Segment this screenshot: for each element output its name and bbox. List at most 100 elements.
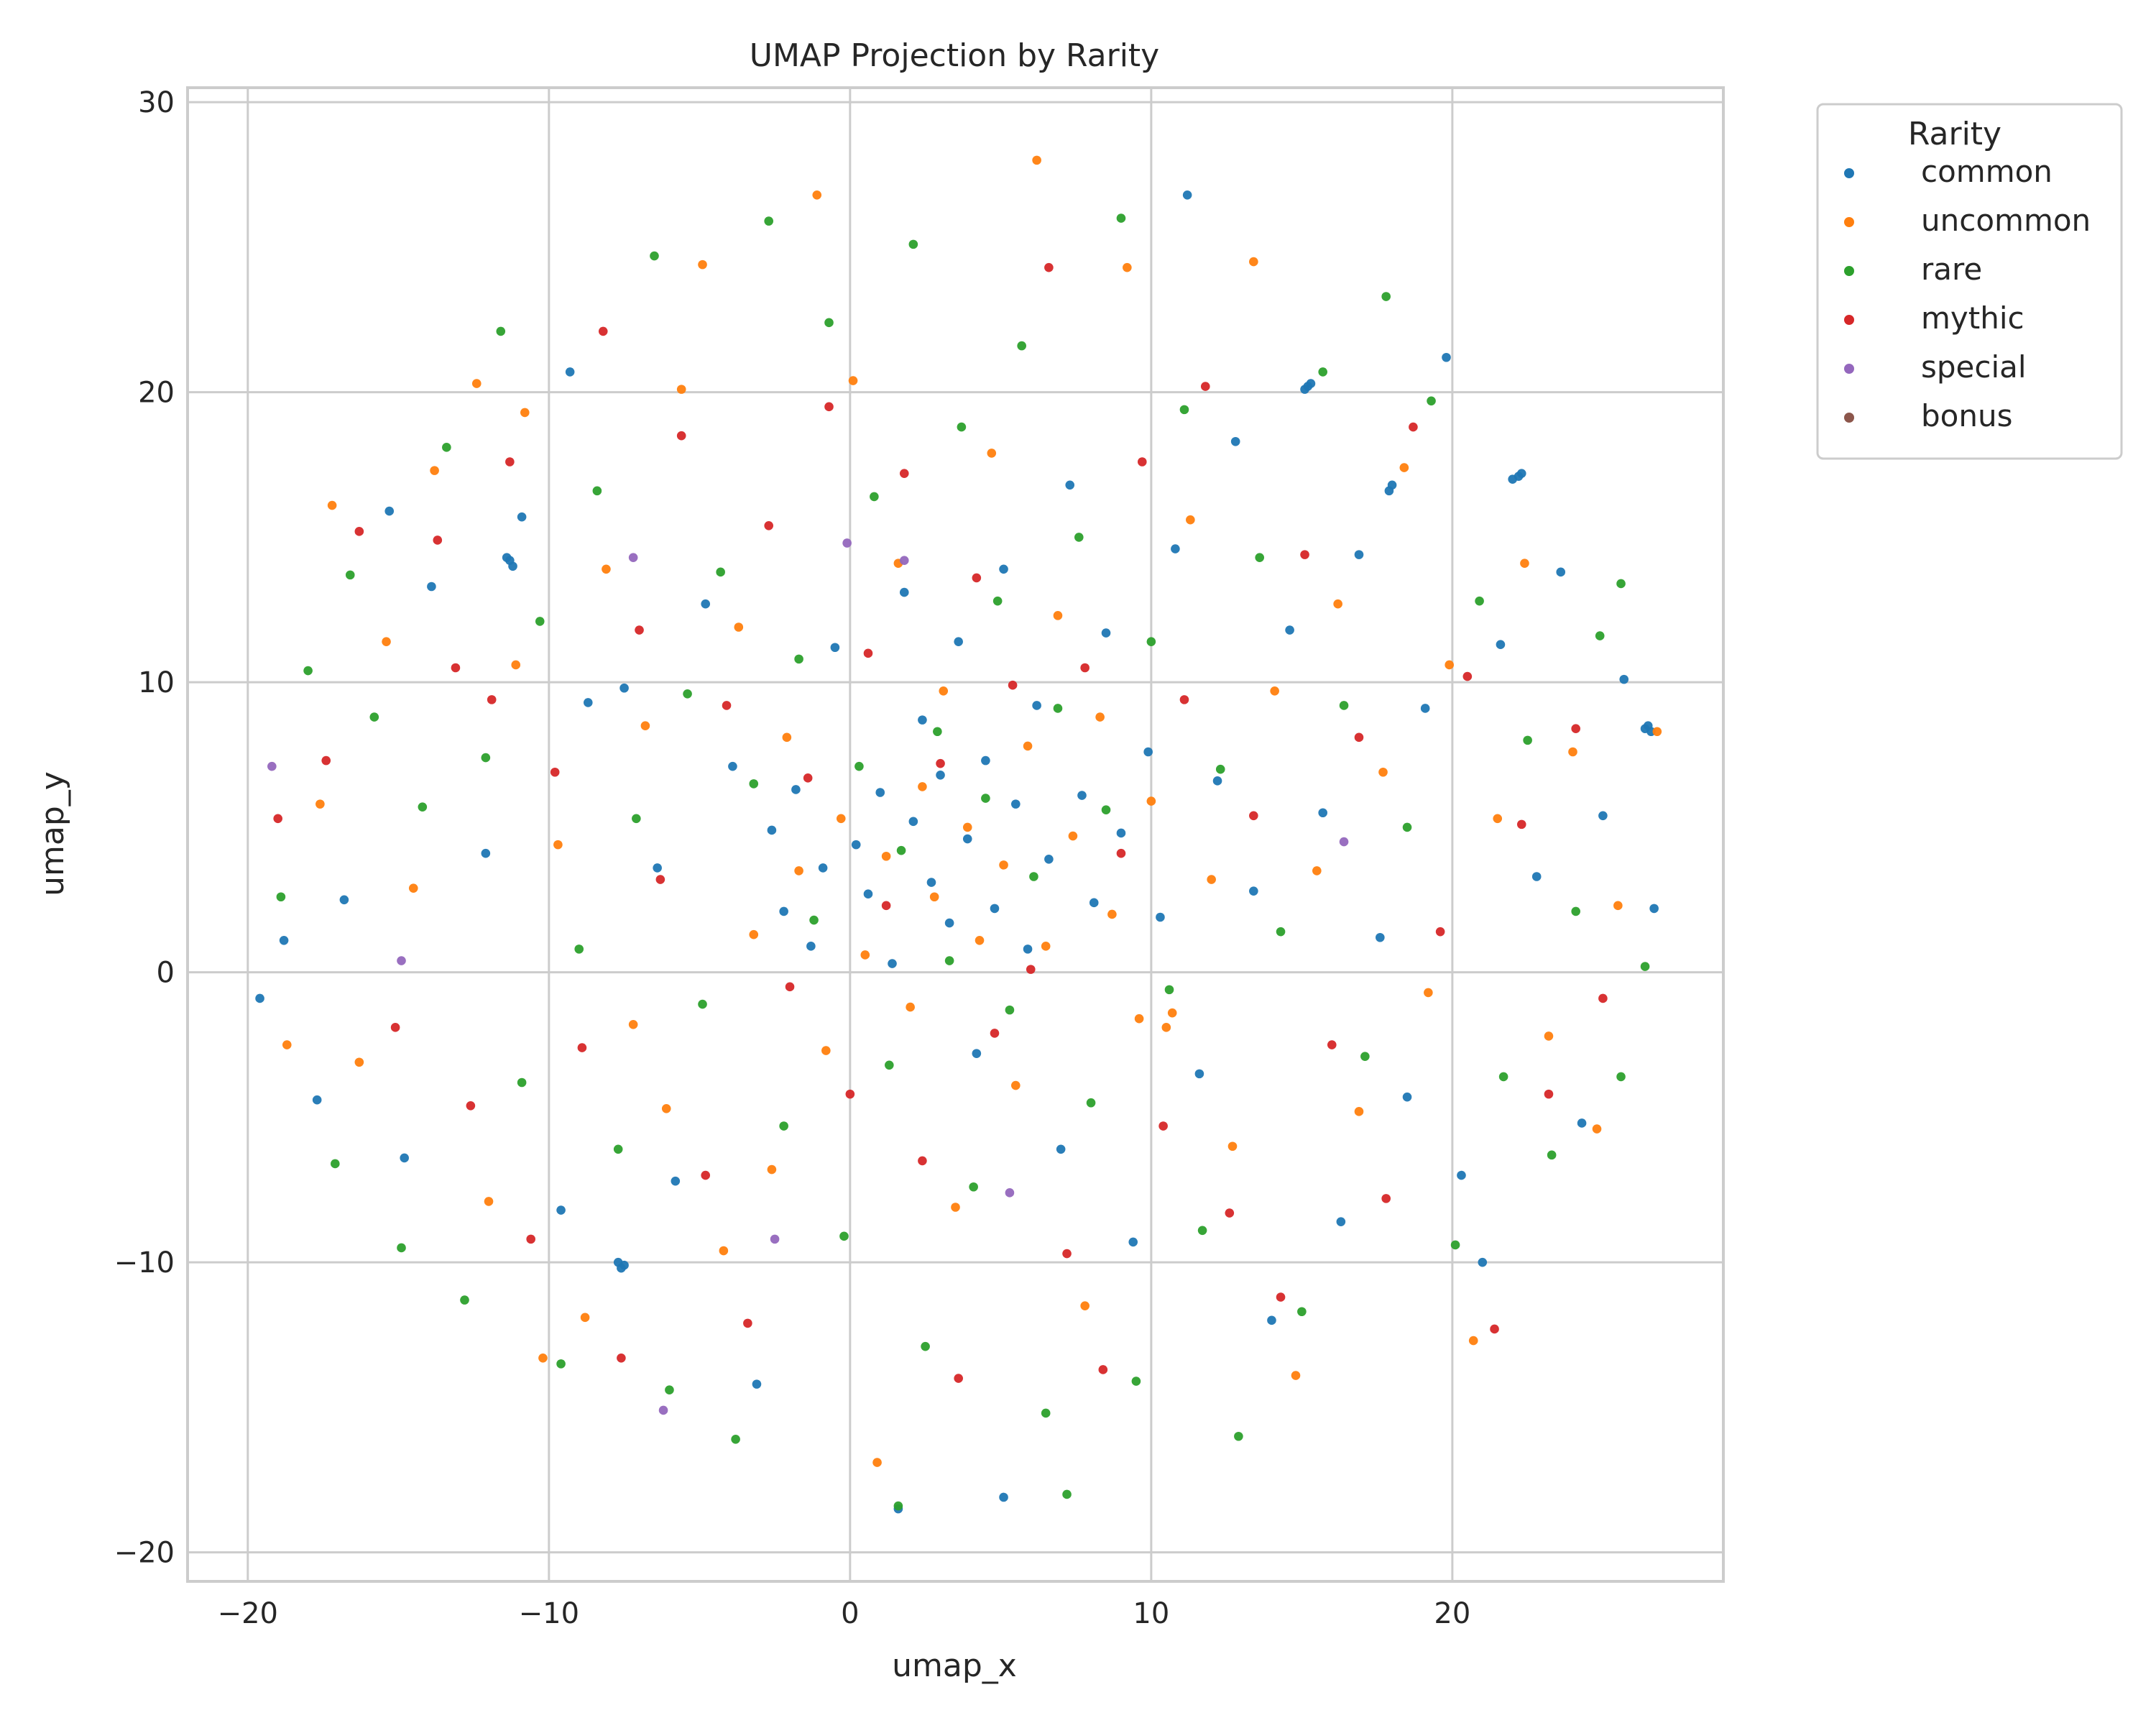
- data-point-common: [1442, 352, 1451, 362]
- data-point-common: [339, 895, 349, 905]
- data-point-rare: [1571, 906, 1580, 916]
- data-point-uncommon: [602, 564, 611, 574]
- data-point-rare: [535, 617, 545, 626]
- data-point-rare: [779, 1121, 788, 1131]
- data-point-uncommon: [1249, 257, 1258, 267]
- data-point-mythic: [1080, 663, 1089, 673]
- data-point-rare: [613, 1144, 623, 1154]
- data-point-common: [1402, 1092, 1412, 1102]
- data-point-uncommon: [906, 1002, 915, 1012]
- data-point-common: [617, 1263, 626, 1273]
- data-point-mythic: [1409, 422, 1418, 432]
- data-point-common: [508, 561, 517, 571]
- data-point-common: [1478, 1257, 1488, 1267]
- data-point-rare: [345, 570, 355, 580]
- data-point-rare: [1005, 1005, 1015, 1015]
- legend-marker-common: [1844, 168, 1854, 178]
- data-point-mythic: [354, 527, 364, 536]
- series-rare: [276, 213, 1650, 1511]
- data-point-common: [1023, 945, 1033, 954]
- data-point-uncommon: [1493, 814, 1503, 824]
- legend-marker-mythic: [1844, 315, 1854, 325]
- data-point-rare: [481, 753, 491, 763]
- data-point-rare: [1074, 533, 1084, 542]
- grid-layer: [188, 88, 1723, 1581]
- legend-label-common: common: [1921, 154, 2053, 189]
- data-point-rare: [1041, 1408, 1051, 1418]
- data-point-uncommon: [520, 408, 530, 418]
- data-point-rare: [1547, 1150, 1557, 1160]
- data-point-mythic: [1571, 724, 1580, 734]
- data-point-rare: [992, 596, 1003, 606]
- legend-label-uncommon: uncommon: [1921, 203, 2091, 238]
- data-point-common: [1508, 474, 1517, 484]
- data-point-mythic: [1300, 550, 1309, 559]
- data-point-common: [1171, 544, 1180, 553]
- data-point-special: [397, 956, 406, 965]
- data-point-common: [279, 935, 289, 945]
- data-point-uncommon: [1354, 1107, 1364, 1116]
- data-point-uncommon: [698, 259, 707, 270]
- data-point-mythic: [743, 1318, 752, 1328]
- data-point-uncommon: [929, 892, 939, 902]
- data-point-common: [619, 683, 629, 693]
- y-tick-label: −20: [114, 1537, 175, 1570]
- data-point-uncommon: [628, 1019, 638, 1029]
- data-point-uncommon: [1146, 796, 1156, 806]
- data-point-rare: [517, 1077, 527, 1088]
- data-point-special: [1339, 837, 1349, 847]
- data-point-uncommon: [1378, 767, 1388, 777]
- data-point-mythic: [635, 625, 644, 635]
- data-point-uncommon: [1123, 262, 1132, 272]
- legend-items: common uncommon rare mythic special bonus: [1844, 154, 2091, 433]
- data-point-uncommon: [821, 1046, 831, 1055]
- data-point-rare: [574, 945, 584, 954]
- data-point-uncommon: [1544, 1031, 1554, 1041]
- data-point-rare: [683, 689, 692, 699]
- data-point-common: [1065, 480, 1075, 490]
- data-point-common: [990, 904, 1000, 914]
- data-point-common: [1306, 379, 1316, 388]
- data-point-mythic: [845, 1089, 855, 1099]
- data-point-common: [1182, 190, 1192, 200]
- data-point-special: [899, 556, 909, 565]
- data-point-rare: [1029, 872, 1038, 881]
- legend-marker-rare: [1844, 266, 1854, 276]
- data-point-common: [1032, 701, 1041, 710]
- data-point-uncommon: [719, 1246, 729, 1256]
- data-point-common: [1420, 704, 1430, 713]
- data-point-common: [565, 367, 575, 377]
- data-point-uncommon: [1134, 1014, 1144, 1024]
- data-point-mythic: [863, 648, 873, 658]
- data-point-rare: [1234, 1431, 1243, 1441]
- data-point-mythic: [1381, 1194, 1391, 1203]
- y-axis-label: umap_y: [34, 771, 71, 896]
- data-point-mythic: [1098, 1365, 1108, 1374]
- data-point-mythic: [433, 536, 443, 545]
- data-point-common: [1598, 811, 1608, 821]
- data-point-mythic: [954, 1374, 963, 1383]
- data-point-common: [1077, 791, 1087, 800]
- series-common: [255, 190, 1659, 1514]
- data-point-common: [936, 770, 945, 780]
- data-point-rare: [933, 727, 942, 737]
- data-point-rare: [1402, 822, 1412, 832]
- data-point-uncommon: [580, 1313, 590, 1323]
- data-point-rare: [1086, 1098, 1096, 1108]
- data-point-rare: [839, 1231, 849, 1241]
- x-tick-label: 10: [1133, 1597, 1169, 1630]
- data-point-mythic: [1544, 1089, 1554, 1099]
- data-point-special: [770, 1234, 780, 1244]
- chart-title: UMAP Projection by Rarity: [750, 37, 1159, 74]
- data-point-uncommon: [1291, 1371, 1301, 1380]
- y-tick-label: 0: [157, 957, 175, 990]
- legend-box: [1816, 103, 2123, 460]
- data-point-uncommon: [553, 840, 563, 850]
- data-point-uncommon: [640, 721, 650, 730]
- data-point-common: [1300, 385, 1309, 394]
- data-point-common: [1354, 550, 1364, 559]
- data-point-uncommon: [1068, 831, 1078, 841]
- data-point-rare: [1640, 962, 1650, 971]
- data-point-common: [312, 1095, 322, 1105]
